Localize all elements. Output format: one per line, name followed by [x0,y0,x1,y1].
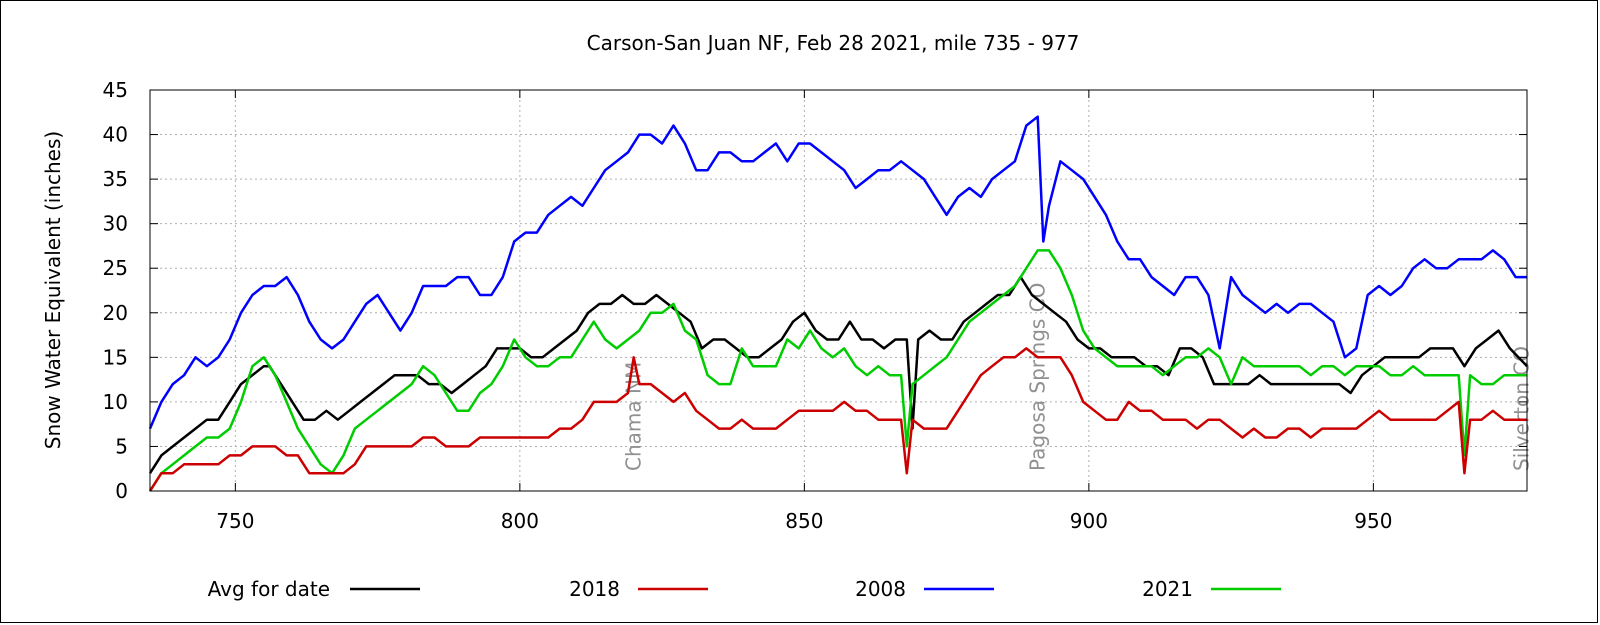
x-tick-label: 750 [216,509,254,533]
series-line-avg-for-date [148,275,1528,474]
y-tick-label: 10 [103,390,128,414]
y-tick-label: 25 [103,256,128,280]
landmark-label: Chama NM [622,362,646,471]
legend-label: 2018 [569,577,620,601]
y-tick-label: 15 [103,345,128,369]
x-axis-ticks: 750 800 850 900 950 [216,90,1392,533]
legend-label: Avg for date [208,577,330,601]
y-axis-ticks: 0 5 10 15 20 25 30 35 40 45 [103,78,1527,503]
x-tick-label: 950 [1354,509,1392,533]
series-line-2008 [148,115,1527,430]
series-lines [148,115,1528,492]
y-tick-label: 20 [103,301,128,325]
legend-label: 2021 [1142,577,1193,601]
y-tick-label: 45 [103,78,128,102]
y-tick-label: 5 [115,434,128,458]
legend: Avg for date 2018 2008 2021 [208,577,1281,601]
y-axis-label: Snow Water Equivalent (inches) [41,131,65,449]
x-tick-label: 800 [501,509,539,533]
legend-label: 2008 [855,577,906,601]
y-tick-label: 30 [103,212,128,236]
series-line-2021 [148,249,1527,492]
chart-title: Carson-San Juan NF, Feb 28 2021, mile 73… [587,31,1080,55]
y-tick-label: 35 [103,167,128,191]
x-tick-label: 900 [1070,509,1108,533]
y-tick-label: 0 [115,479,128,503]
landmark-label: Pagosa Springs CO [1026,283,1050,471]
landmark-label: Silverton CO [1509,346,1533,471]
plot-area-border [149,89,1528,492]
y-tick-label: 40 [103,123,128,147]
x-tick-label: 850 [785,509,823,533]
series-line-2018 [148,347,1527,492]
landmarks: Chama NM Pagosa Springs CO Silverton CO [622,283,1534,471]
